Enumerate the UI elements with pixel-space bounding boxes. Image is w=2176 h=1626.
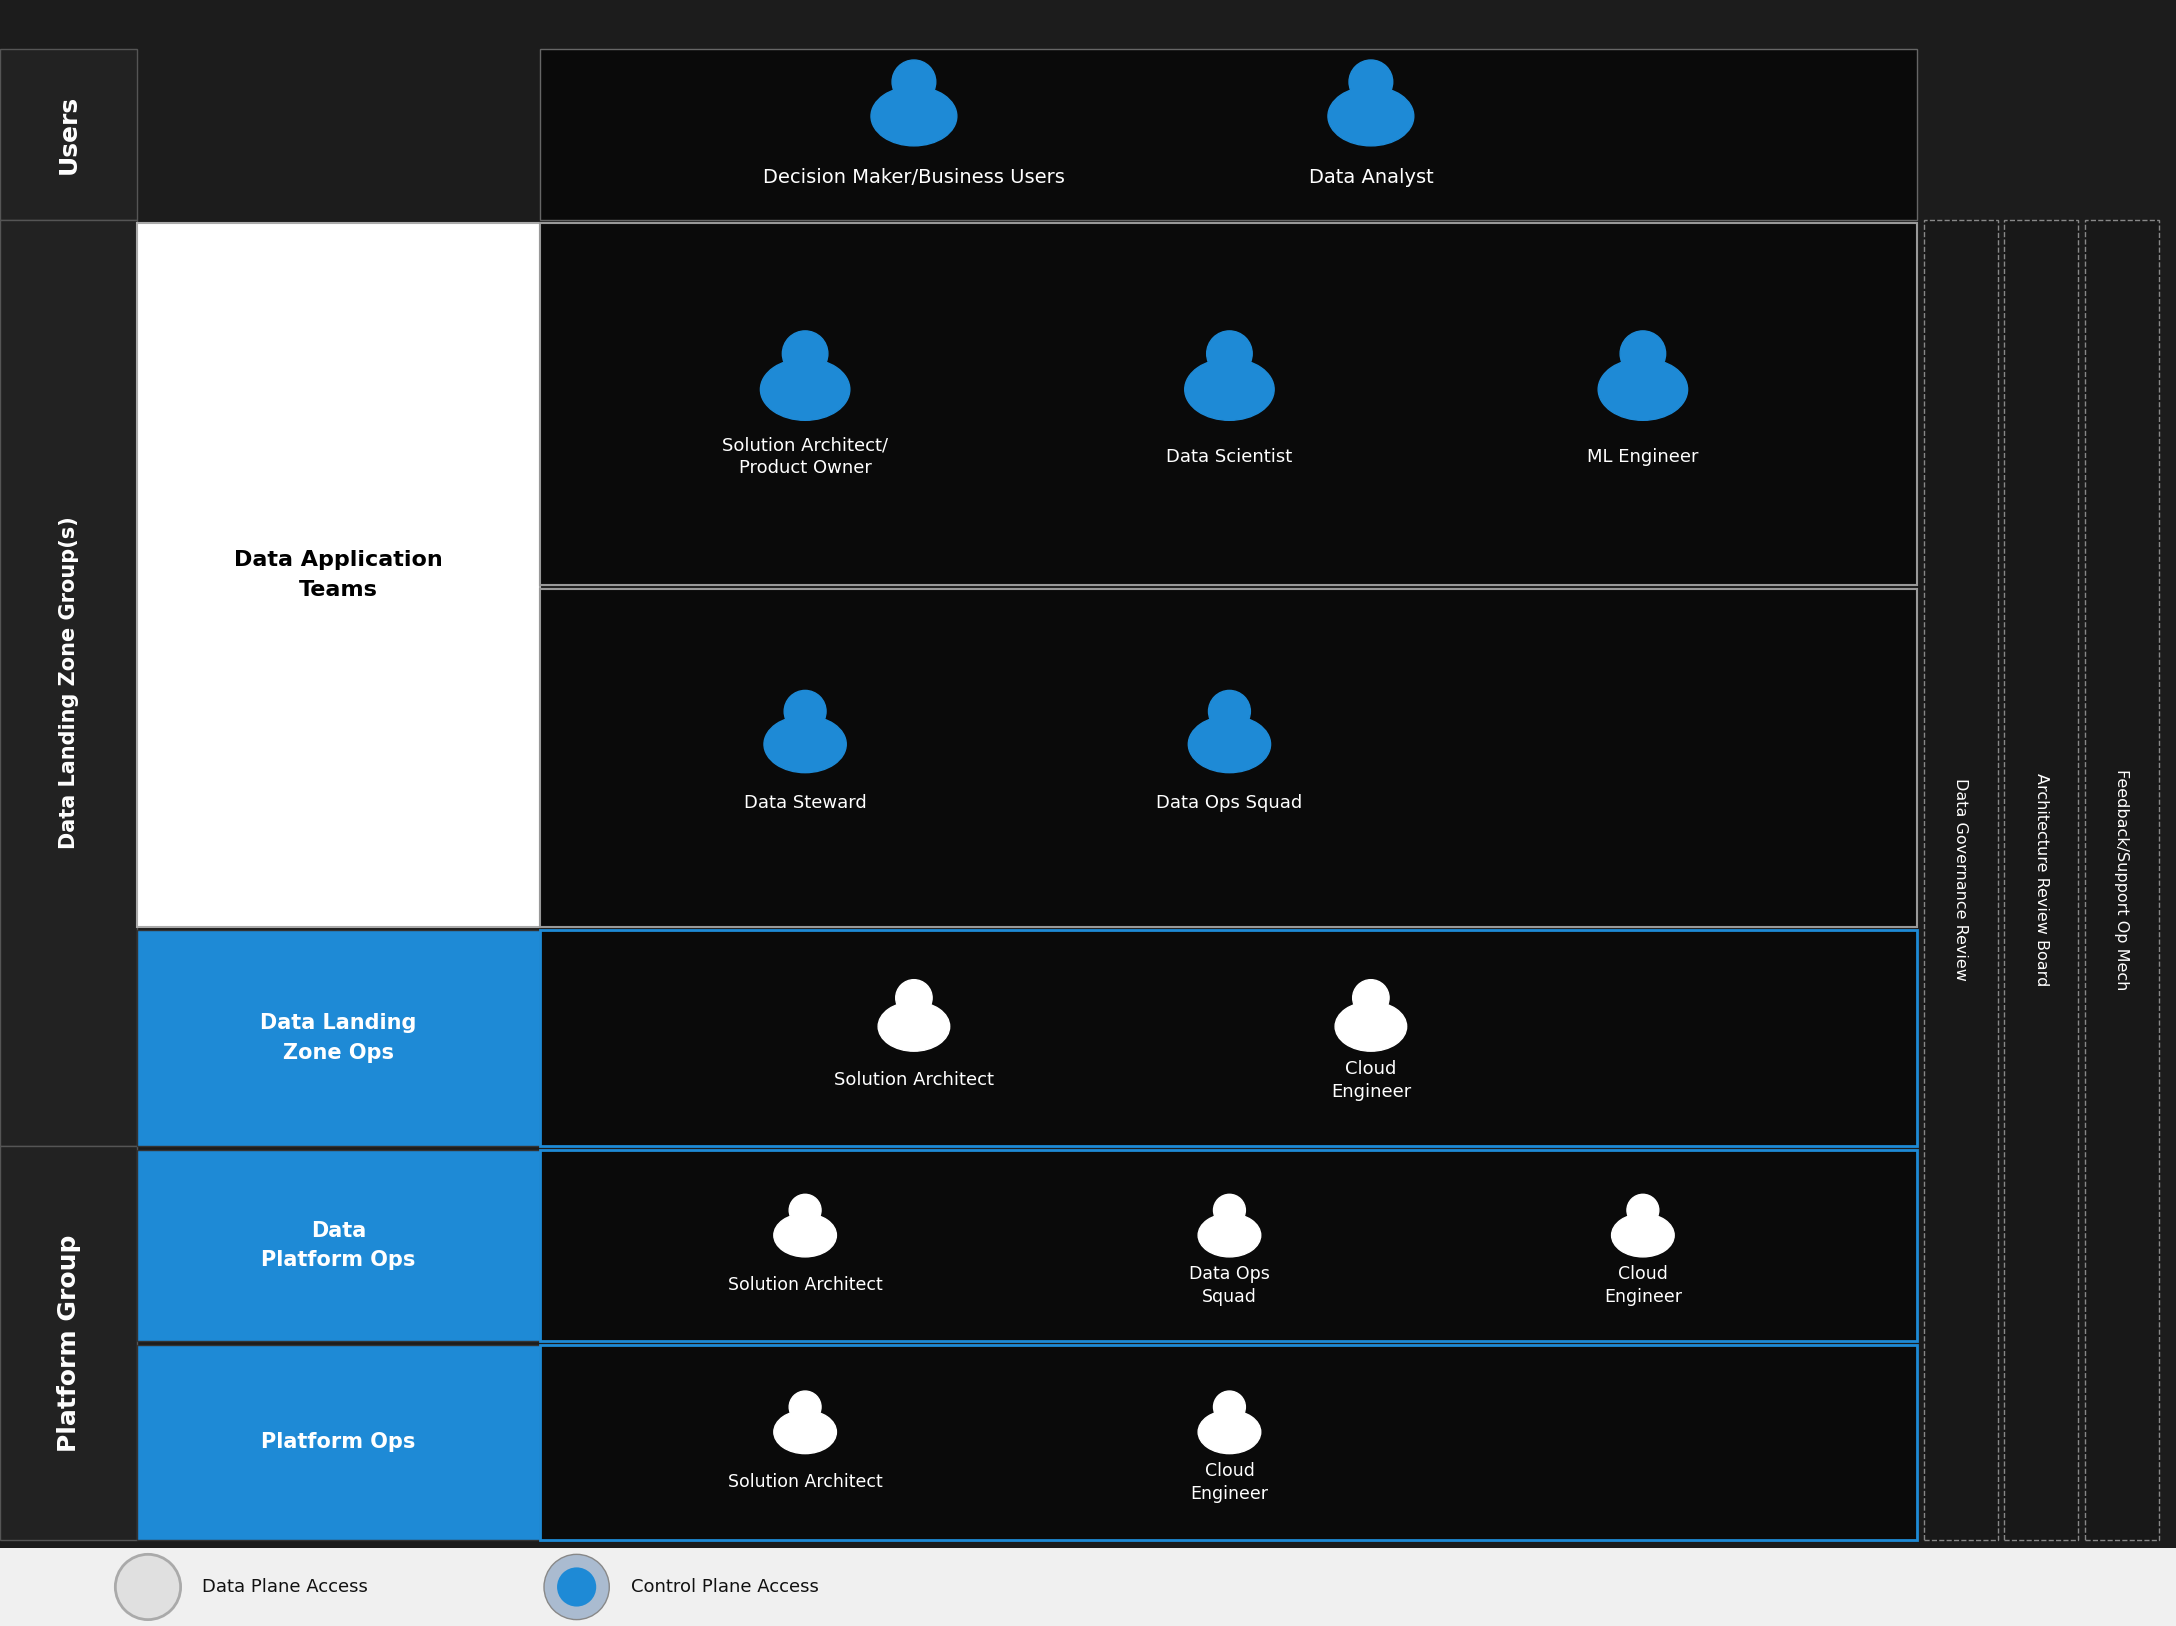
- FancyBboxPatch shape: [0, 1146, 137, 1540]
- Ellipse shape: [1349, 60, 1393, 104]
- Ellipse shape: [1327, 86, 1414, 146]
- FancyBboxPatch shape: [137, 1150, 540, 1341]
- Ellipse shape: [870, 86, 957, 146]
- Ellipse shape: [783, 330, 827, 376]
- Ellipse shape: [790, 1193, 820, 1226]
- Ellipse shape: [1199, 1213, 1260, 1257]
- FancyBboxPatch shape: [2004, 220, 2078, 1540]
- FancyBboxPatch shape: [540, 1150, 1917, 1341]
- Ellipse shape: [759, 358, 851, 420]
- Text: Feedback/Support Op Mech: Feedback/Support Op Mech: [2115, 769, 2128, 990]
- Text: Data Ops
Squad: Data Ops Squad: [1188, 1265, 1271, 1306]
- Ellipse shape: [897, 979, 931, 1016]
- FancyBboxPatch shape: [540, 589, 1917, 927]
- FancyBboxPatch shape: [0, 220, 137, 1146]
- FancyBboxPatch shape: [1924, 220, 1998, 1540]
- FancyBboxPatch shape: [137, 1345, 540, 1540]
- Text: Control Plane Access: Control Plane Access: [631, 1577, 818, 1597]
- FancyBboxPatch shape: [540, 1345, 1917, 1540]
- Text: Cloud
Engineer: Cloud Engineer: [1190, 1462, 1269, 1502]
- Ellipse shape: [764, 715, 846, 772]
- Ellipse shape: [1597, 358, 1689, 420]
- Ellipse shape: [544, 1554, 609, 1619]
- Ellipse shape: [775, 1213, 836, 1257]
- Ellipse shape: [1208, 330, 1251, 376]
- Text: Solution Architect: Solution Architect: [727, 1473, 883, 1491]
- Ellipse shape: [1199, 1410, 1260, 1454]
- Ellipse shape: [879, 1002, 949, 1052]
- FancyBboxPatch shape: [0, 49, 137, 220]
- Ellipse shape: [892, 60, 936, 104]
- Text: ML Engineer: ML Engineer: [1586, 447, 1699, 467]
- Ellipse shape: [1214, 1392, 1245, 1423]
- Ellipse shape: [1188, 715, 1271, 772]
- Ellipse shape: [115, 1554, 181, 1619]
- Text: Cloud
Engineer: Cloud Engineer: [1604, 1265, 1682, 1306]
- Text: Solution Architect: Solution Architect: [833, 1072, 994, 1089]
- Ellipse shape: [1628, 1193, 1658, 1226]
- Text: Data Analyst: Data Analyst: [1308, 167, 1434, 187]
- Ellipse shape: [1621, 330, 1665, 376]
- Text: Platform Group: Platform Group: [57, 1234, 81, 1452]
- Text: Data Steward: Data Steward: [744, 793, 866, 811]
- Text: Architecture Review Board: Architecture Review Board: [2035, 772, 2048, 987]
- Text: Data Landing Zone Group(s): Data Landing Zone Group(s): [59, 517, 78, 849]
- Ellipse shape: [1353, 979, 1388, 1016]
- Ellipse shape: [1214, 1193, 1245, 1226]
- Ellipse shape: [790, 1392, 820, 1423]
- FancyBboxPatch shape: [137, 930, 540, 1146]
- Text: Data
Platform Ops: Data Platform Ops: [261, 1221, 416, 1270]
- Ellipse shape: [1208, 691, 1251, 732]
- Text: Data Governance Review: Data Governance Review: [1954, 779, 1967, 980]
- Text: Data Plane Access: Data Plane Access: [202, 1577, 368, 1597]
- FancyBboxPatch shape: [137, 223, 540, 927]
- FancyBboxPatch shape: [540, 930, 1917, 1146]
- FancyBboxPatch shape: [0, 1548, 2176, 1626]
- FancyBboxPatch shape: [2085, 220, 2159, 1540]
- Text: Cloud
Engineer: Cloud Engineer: [1332, 1060, 1410, 1101]
- Ellipse shape: [1184, 358, 1275, 420]
- Text: Data Ops Squad: Data Ops Squad: [1155, 793, 1303, 811]
- Text: Data Scientist: Data Scientist: [1166, 447, 1293, 467]
- Text: Solution Architect: Solution Architect: [727, 1276, 883, 1294]
- Ellipse shape: [775, 1410, 836, 1454]
- Text: Solution Architect/
Product Owner: Solution Architect/ Product Owner: [722, 436, 888, 478]
- Ellipse shape: [557, 1567, 596, 1606]
- FancyBboxPatch shape: [0, 0, 2176, 1548]
- FancyBboxPatch shape: [540, 49, 1917, 220]
- Text: Decision Maker/Business Users: Decision Maker/Business Users: [764, 167, 1064, 187]
- Ellipse shape: [783, 691, 827, 732]
- Ellipse shape: [1336, 1002, 1406, 1052]
- FancyBboxPatch shape: [540, 223, 1917, 585]
- Text: Users: Users: [57, 94, 81, 174]
- Text: Data Landing
Zone Ops: Data Landing Zone Ops: [261, 1013, 416, 1063]
- Text: Platform Ops: Platform Ops: [261, 1433, 416, 1452]
- Text: Data Application
Teams: Data Application Teams: [235, 550, 442, 600]
- Ellipse shape: [1612, 1213, 1673, 1257]
